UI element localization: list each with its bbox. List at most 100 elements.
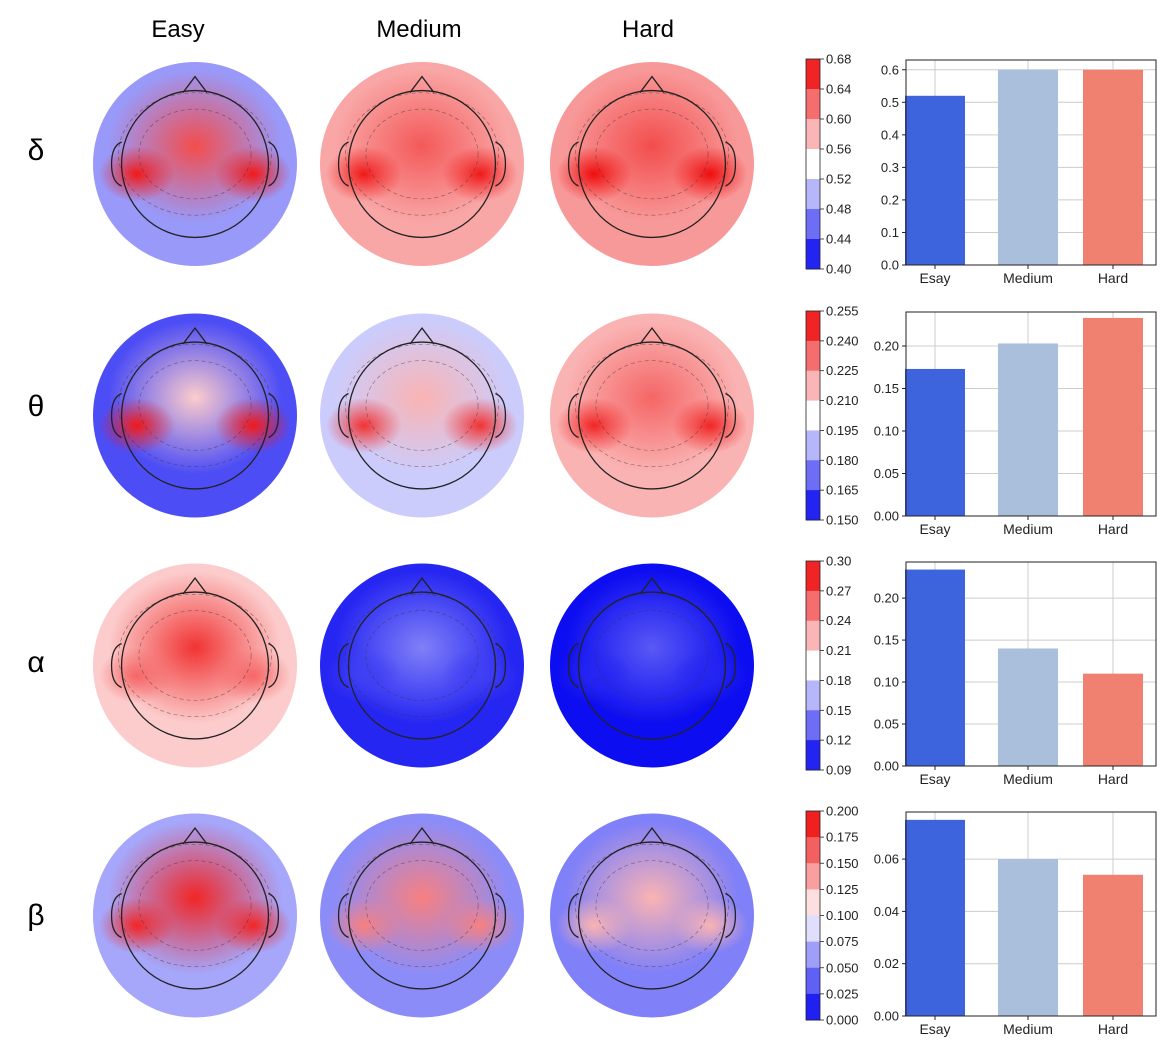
colorbar-segment: [806, 993, 820, 1021]
x-category-label: Esay: [919, 1021, 950, 1037]
bar-chart-alpha: 0.00 0.05 0.10 0.15 0.20 Esay Medium Hard: [874, 561, 1157, 787]
y-tick-label: 0.20: [874, 591, 899, 606]
colorbar-tick-label: 0.210: [826, 393, 859, 408]
colorbar-tick-label: 0.150: [826, 856, 859, 871]
y-tick-label: 0.00: [874, 759, 899, 774]
colorbar-segment: [806, 620, 820, 652]
colorbar-segment: [806, 400, 820, 431]
x-category-label: Medium: [1003, 521, 1053, 537]
topomap-delta-medium: [320, 62, 524, 266]
y-tick-label: 0.04: [874, 904, 899, 919]
x-category-label: Hard: [1098, 521, 1128, 537]
y-tick-label: 0.10: [874, 675, 899, 690]
colorbar-tick-label: 0.195: [826, 423, 859, 438]
bar-esay: [905, 368, 965, 516]
column-title-medium: Medium: [376, 16, 461, 43]
colorbar-segment: [806, 837, 820, 864]
colorbar-segment: [806, 740, 820, 771]
colorbar-segment: [806, 370, 820, 402]
colorbar-column: 0.680.640.600.560.520.480.440.400.2550.2…: [805, 52, 859, 1028]
colorbar-tick-label: 0.24: [826, 613, 851, 628]
colorbar-tick-label: 0.48: [826, 202, 851, 217]
y-tick-label: 0.20: [874, 339, 899, 354]
y-tick-label: 0.06: [874, 852, 899, 867]
y-tick-label: 0.0: [881, 258, 899, 273]
colorbar-segment: [806, 710, 820, 741]
y-tick-label: 0.4: [881, 127, 899, 142]
topomap-delta-hard: [550, 62, 754, 266]
bar-esay: [905, 819, 965, 1016]
colorbar-segment: [806, 149, 820, 180]
bar-medium: [998, 343, 1058, 516]
y-tick-label: 0.02: [874, 956, 899, 971]
topomap-beta-easy: [93, 813, 297, 1018]
colorbar-tick-label: 0.240: [826, 333, 859, 348]
colorbar-tick-label: 0.30: [826, 554, 851, 569]
y-tick-label: 0.15: [874, 633, 899, 648]
x-category-label: Hard: [1098, 771, 1128, 787]
colorbar-tick-label: 0.44: [826, 232, 851, 247]
colorbar-tick-label: 0.000: [826, 1013, 859, 1028]
topomap-delta-easy: [93, 62, 297, 266]
y-tick-label: 0.00: [874, 509, 899, 524]
colorbar-tick-label: 0.27: [826, 583, 851, 598]
colorbar-segment: [806, 490, 820, 521]
colorbar-tick-label: 0.64: [826, 82, 851, 97]
colorbar-tick-label: 0.180: [826, 453, 859, 468]
colorbar-segment: [806, 590, 820, 622]
y-tick-label: 0.2: [881, 192, 899, 207]
colorbar-segment: [806, 650, 820, 681]
column-title-easy: Easy: [151, 16, 204, 43]
colorbar-segment: [806, 941, 820, 969]
bar-hard: [1083, 874, 1143, 1016]
colorbar-tick-label: 0.18: [826, 673, 851, 688]
colorbar-segment: [806, 209, 820, 240]
colorbar-segment: [806, 119, 820, 150]
y-tick-label: 0.6: [881, 62, 899, 77]
colorbar-tick-label: 0.15: [826, 703, 851, 718]
colorbar-tick-label: 0.150: [826, 513, 859, 528]
colorbar-tick-label: 0.09: [826, 763, 851, 778]
topomap-beta-hard: [550, 813, 754, 1018]
x-category-label: Medium: [1003, 771, 1053, 787]
colorbar-tick-label: 0.100: [826, 908, 859, 923]
y-tick-label: 0.5: [881, 95, 899, 110]
row-label-theta: θ: [28, 390, 45, 423]
x-category-label: Medium: [1003, 270, 1053, 286]
bar-esay: [905, 569, 965, 766]
colorbar-tick-label: 0.175: [826, 830, 859, 845]
column-title-hard: Hard: [622, 16, 674, 43]
colorbar-tick-label: 0.025: [826, 986, 859, 1001]
y-tick-label: 0.15: [874, 381, 899, 396]
bar-chart-beta: 0.00 0.02 0.04 0.06 Esay Medium Hard: [874, 811, 1157, 1037]
colorbar-tick-label: 0.68: [826, 52, 851, 67]
colorbar-segment: [806, 59, 820, 90]
colorbar-tick-label: 0.56: [826, 142, 851, 157]
topomap-theta-easy: [93, 313, 297, 518]
colorbar-segment: [806, 863, 820, 890]
y-tick-label: 0.05: [874, 466, 899, 481]
x-category-label: Hard: [1098, 270, 1128, 286]
colorbar-segment: [806, 239, 820, 270]
row-label-alpha: α: [27, 646, 44, 679]
colorbar-segment: [806, 340, 820, 372]
topomap-alpha-hard: [550, 563, 754, 768]
bar-hard: [1083, 317, 1143, 516]
topomap-alpha-medium: [320, 563, 524, 768]
x-category-label: Esay: [919, 521, 950, 537]
colorbar-tick-label: 0.40: [826, 262, 851, 277]
bar-chart-delta: 0.0 0.1 0.2 0.3 0.4 0.5 0.6 Esay Medium Hard: [881, 59, 1157, 286]
colorbar-tick-label: 0.165: [826, 483, 859, 498]
colorbar-tick-label: 0.075: [826, 934, 859, 949]
colorbar-segment: [806, 311, 820, 342]
bar-hard: [1083, 673, 1143, 766]
colorbar-segment: [806, 561, 820, 592]
colorbar-tick-label: 0.60: [826, 112, 851, 127]
topomap-grid: [93, 62, 754, 1018]
colorbar-theta: 0.255 0.240 0.225 0.210 0.195 0.180 0.165 0.150: [805, 304, 859, 528]
colorbar-beta: 0.200 0.175 0.150 0.125 0.100 0.075 0.050 0.025…: [805, 804, 859, 1028]
y-tick-label: 0.3: [881, 160, 899, 175]
bar-chart-theta: 0.00 0.05 0.10 0.15 0.20 Esay Medium Hard: [874, 311, 1157, 537]
